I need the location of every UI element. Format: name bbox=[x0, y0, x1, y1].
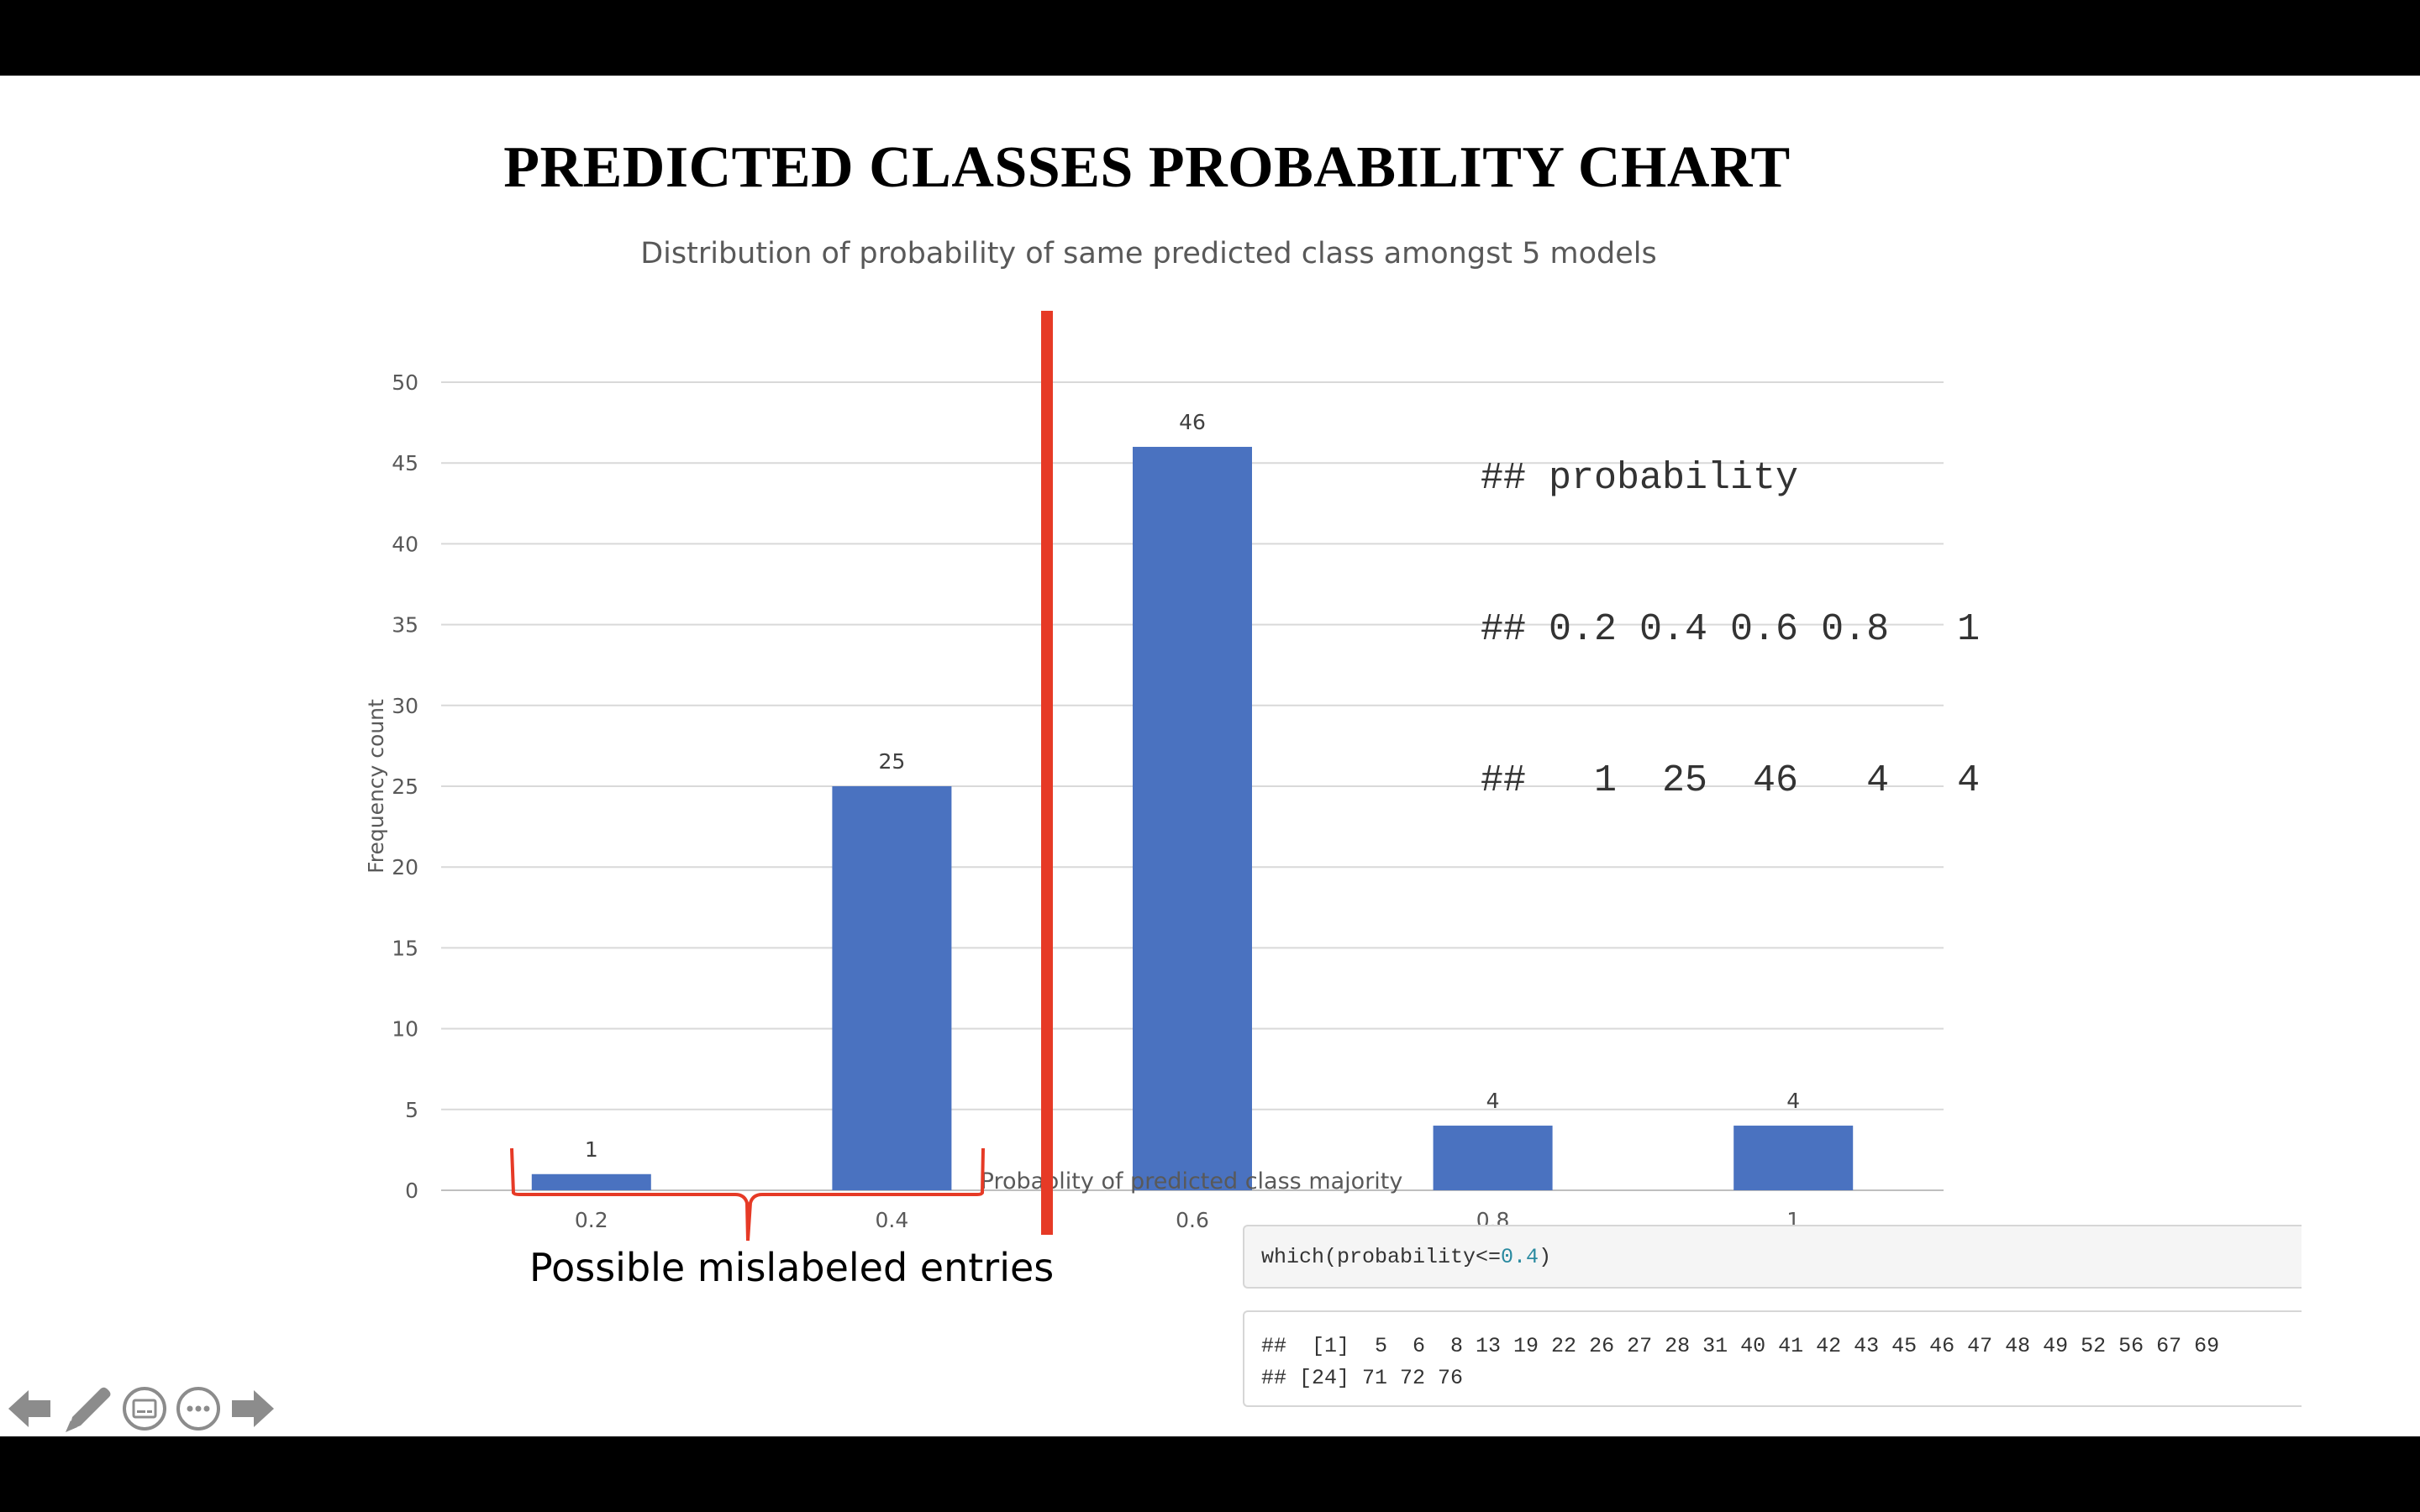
slide-title: PREDICTED CLASSES PROBABILITY CHART bbox=[503, 135, 1791, 200]
y-tick-label: 0 bbox=[405, 1179, 418, 1203]
y-axis-label: Frequency count bbox=[364, 699, 388, 874]
x-tick-label: 0.2 bbox=[575, 1208, 608, 1232]
chart-title: Distribution of probability of same pred… bbox=[640, 237, 1657, 270]
output-line: ## probability bbox=[1481, 457, 1799, 500]
data-label: 25 bbox=[878, 749, 905, 774]
code-output-block: ## [1] 5 6 8 13 19 22 26 27 28 31 40 41 … bbox=[1243, 1310, 2302, 1407]
bar bbox=[832, 786, 952, 1190]
data-label: 4 bbox=[1786, 1089, 1800, 1113]
arrow-left-icon[interactable] bbox=[7, 1385, 54, 1432]
bar bbox=[1133, 446, 1252, 1190]
code-input-suffix: ) bbox=[1539, 1245, 1552, 1269]
y-tick-label: 45 bbox=[392, 451, 418, 475]
y-tick-label: 20 bbox=[392, 855, 418, 879]
code-output-line: ## [1] 5 6 8 13 19 22 26 27 28 31 40 41 … bbox=[1261, 1334, 2220, 1358]
output-line: ## 0.2 0.4 0.6 0.8 1 bbox=[1481, 608, 1981, 651]
slide: PREDICTED CLASSES PROBABILITY CHART Dist… bbox=[0, 76, 2420, 1436]
bar bbox=[531, 1173, 651, 1190]
probability-table-output: ## probability ## 0.2 0.4 0.6 0.8 1 ## 1… bbox=[1481, 353, 1980, 907]
code-input-prefix: which(probability<= bbox=[1261, 1245, 1502, 1269]
subtitles-icon[interactable] bbox=[121, 1385, 168, 1432]
y-tick-label: 35 bbox=[392, 613, 418, 638]
y-tick-label: 5 bbox=[405, 1098, 418, 1122]
x-tick-label: 0.6 bbox=[1176, 1208, 1209, 1232]
y-tick-label: 15 bbox=[392, 936, 418, 960]
data-label: 46 bbox=[1179, 410, 1206, 434]
bar bbox=[1433, 1126, 1553, 1190]
data-labels: 1 25 46 4 4 bbox=[585, 410, 1800, 1162]
output-line: ## 1 25 46 4 4 bbox=[1481, 759, 1981, 802]
bars bbox=[531, 446, 1854, 1190]
y-tick-label: 10 bbox=[392, 1017, 418, 1042]
y-tick-label: 30 bbox=[392, 694, 418, 718]
mislabeled-brace bbox=[510, 1147, 985, 1242]
presentation-nav bbox=[7, 1382, 282, 1436]
data-label: 1 bbox=[585, 1137, 598, 1162]
bar-chart: Distribution of probability of same pred… bbox=[364, 237, 1944, 1242]
y-axis-ticks: 0 5 10 15 20 25 30 35 40 45 50 bbox=[392, 370, 418, 1203]
y-tick-label: 40 bbox=[392, 532, 418, 556]
y-tick-label: 25 bbox=[392, 774, 418, 799]
code-input-block: which(probability<=0.4) bbox=[1243, 1225, 2302, 1289]
data-label: 4 bbox=[1486, 1089, 1500, 1113]
arrow-right-icon[interactable] bbox=[229, 1385, 276, 1432]
x-tick-label: 0.4 bbox=[876, 1208, 909, 1232]
code-output-line: ## [24] 71 72 76 bbox=[1261, 1366, 1464, 1390]
code-input-number: 0.4 bbox=[1501, 1245, 1539, 1269]
threshold-line bbox=[1041, 311, 1053, 1235]
more-icon[interactable] bbox=[175, 1385, 222, 1432]
bar bbox=[1733, 1126, 1854, 1190]
y-tick-label: 50 bbox=[392, 370, 418, 395]
pen-icon[interactable] bbox=[60, 1383, 114, 1434]
mislabeled-label: Possible mislabeled entries bbox=[529, 1245, 1055, 1290]
